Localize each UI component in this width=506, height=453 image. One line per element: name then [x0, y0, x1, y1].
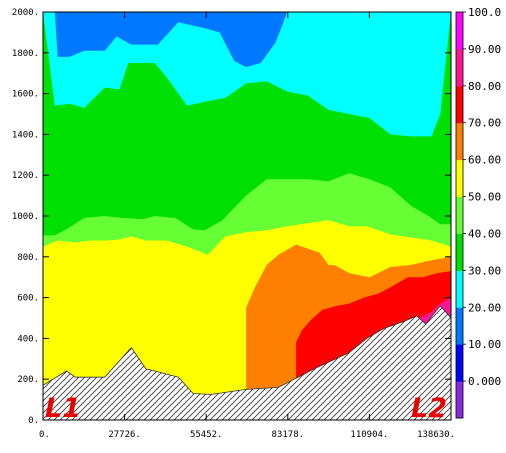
colorbar-label: 40.00: [468, 227, 501, 240]
colorbar-label: 70.00: [468, 117, 501, 130]
x-tick-label: 83178.: [272, 430, 305, 440]
plot-area: [43, 12, 451, 420]
marker-label-left: L1: [45, 393, 81, 424]
colorbar-swatch: [456, 159, 463, 197]
colorbar-frame: [455, 11, 464, 419]
contour-band-20: [43, 12, 288, 68]
colorbar-label: 90.00: [468, 43, 501, 56]
marker-label-right: L2: [411, 393, 447, 424]
colorbar-label: 80.00: [468, 80, 501, 93]
y-tick-label: 1800.: [12, 49, 39, 59]
terrain-hatched: [43, 305, 451, 420]
y-tick-label: 1600.: [12, 90, 39, 100]
colorbar-label: 0.000: [468, 375, 501, 388]
y-tick-label: 1000.: [12, 212, 39, 222]
y-tick-label: 800.: [17, 253, 39, 263]
x-tick-label: 27726.: [108, 430, 141, 440]
x-tick-label: 110904.: [350, 430, 388, 440]
y-tick-label: 1400.: [12, 130, 39, 140]
contour-bands-upper: [43, 12, 451, 137]
colorbar-swatch: [456, 344, 463, 382]
y-tick-label: 200.: [17, 375, 39, 385]
colorbar-label: 30.00: [468, 264, 501, 277]
colorbar-swatch: [456, 381, 463, 419]
colorbar-swatch: [456, 12, 463, 50]
colorbar-label: 100.0: [468, 6, 501, 19]
colorbar-label: 50.00: [468, 191, 501, 204]
colorbar-label: 60.00: [468, 154, 501, 167]
y-tick-label: 600.: [17, 294, 39, 304]
x-tick-label: 0.: [39, 430, 50, 440]
y-tick-label: 2000.: [12, 8, 39, 18]
x-axis: 0. 27726. 55452. 83178. 110904. 138630.: [39, 12, 455, 440]
y-axis: 0. 200. 400. 600. 800. 1000. 1200. 1400. 1600. 18…: [12, 8, 451, 426]
x-tick-label: 138630.: [417, 430, 455, 440]
y-tick-label: 400.: [17, 334, 39, 344]
colorbar-swatch: [456, 233, 463, 271]
y-tick-label: 1200.: [12, 171, 39, 181]
colorbar-swatch: [456, 85, 463, 124]
colorbar-swatch: [456, 196, 463, 234]
colorbar-swatch: [456, 270, 463, 308]
x-tick-label: 55452.: [190, 430, 223, 440]
colorbar-label: 10.00: [468, 338, 501, 351]
colorbar-label: 20.00: [468, 301, 501, 314]
y-tick-label: 0.: [28, 416, 39, 426]
colorbar-swatch: [456, 48, 463, 87]
colorbar: 0.000 10.00 20.00 30.00 40.00 50.00 60.00 70.00…: [455, 6, 501, 419]
colorbar-swatch: [456, 307, 463, 345]
colorbar-swatch: [456, 122, 463, 161]
